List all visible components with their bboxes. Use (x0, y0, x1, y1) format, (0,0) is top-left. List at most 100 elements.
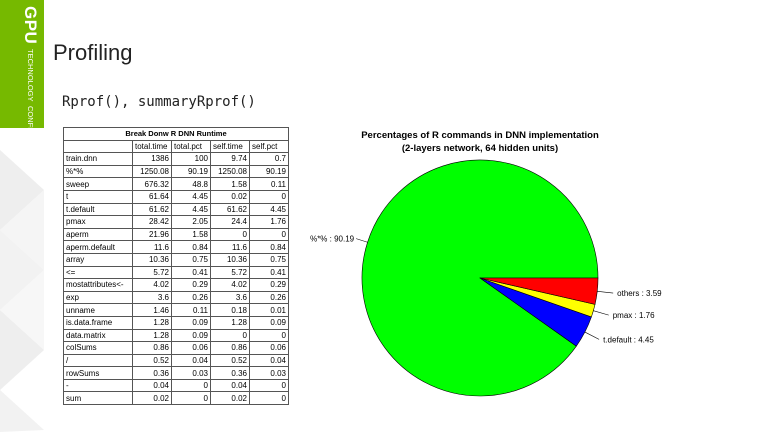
pie-chart: Percentages of R commands in DNN impleme… (310, 130, 662, 397)
value-cell: 0.75 (171, 252, 211, 267)
value-cell: 4.45 (171, 202, 211, 217)
value-cell: 0 (249, 391, 289, 406)
pie-leader-line (597, 290, 614, 294)
value-cell: 3.6 (132, 290, 172, 305)
value-cell: 0.84 (249, 240, 289, 254)
value-cell: 0.06 (249, 341, 289, 355)
row-label-cell: <= (63, 265, 133, 280)
row-label-cell: colSums (63, 341, 133, 355)
column-header: total.time (132, 139, 172, 154)
value-cell: 48.8 (171, 177, 211, 191)
value-cell: 5.72 (210, 265, 250, 280)
pie-slice (479, 277, 599, 305)
pie-labels: %*% : 90.19 t.default : 4.45 pmax : 1.76 ot… (310, 235, 662, 345)
value-cell: 0.11 (249, 177, 289, 191)
row-label-cell: train.dnn (63, 152, 133, 166)
logo-gpu-text: GPU (21, 6, 40, 45)
value-cell: 61.62 (132, 202, 172, 217)
value-cell: 1.46 (132, 303, 172, 317)
value-cell: 0.09 (171, 315, 211, 330)
table-row: unname 1.46 0.11 0.18 0.01 (63, 303, 289, 317)
chart-subtitle: (2-layers network, 64 hidden units) (402, 143, 558, 154)
table-row: <= 5.72 0.41 5.72 0.41 (63, 265, 289, 280)
row-label-cell: is.data.frame (63, 315, 133, 330)
value-cell: 1250.08 (132, 164, 172, 179)
value-cell: 0.29 (171, 278, 211, 292)
value-cell: 0.02 (132, 391, 172, 406)
logo-conference-text: CONFERENCE (26, 105, 35, 159)
value-cell: 0 (249, 189, 289, 204)
value-cell: 0.09 (171, 328, 211, 343)
row-label-cell: - (63, 378, 133, 393)
value-cell: 0.04 (132, 378, 172, 393)
value-cell: 0.02 (210, 189, 250, 204)
value-cell: 1.76 (249, 215, 289, 229)
row-label-cell: unname (63, 303, 133, 317)
value-cell: 1.58 (210, 177, 250, 191)
value-cell: 0.36 (210, 366, 250, 380)
row-label-cell: t (63, 189, 133, 204)
value-cell: 0.26 (249, 290, 289, 305)
value-cell: 0.41 (249, 265, 289, 280)
table-row: t 61.64 4.45 0.02 0 (63, 189, 289, 204)
pie-leader-line (356, 238, 368, 243)
table-caption: Break Donw R DNN Runtime (63, 127, 289, 141)
value-cell: 1.58 (171, 227, 211, 242)
value-cell: 0.41 (171, 265, 211, 280)
logo-technology-text: TECHNOLOGY (26, 48, 35, 102)
row-label-cell: %*% (63, 164, 133, 179)
table-row: sweep 676.32 48.8 1.58 0.11 (63, 177, 289, 191)
value-cell: 28.42 (132, 215, 172, 229)
value-cell: 90.19 (249, 164, 289, 179)
pie-slice-label: %*% : 90.19 (310, 235, 355, 244)
value-cell: 9.74 (210, 152, 250, 166)
table-row: is.data.frame 1.28 0.09 1.28 0.09 (63, 315, 289, 330)
row-label-cell: data.matrix (63, 328, 133, 343)
value-cell: 1.28 (132, 315, 172, 330)
table-row: exp 3.6 0.26 3.6 0.26 (63, 290, 289, 305)
value-cell: 61.62 (210, 202, 250, 217)
row-label-cell: aperm.default (63, 240, 133, 254)
row-label-cell: rowSums (63, 366, 133, 380)
row-label-cell: sum (63, 391, 133, 406)
pie-leader-line (584, 331, 600, 340)
value-cell: 0.36 (132, 366, 172, 380)
pie-slice-label: pmax : 1.76 (613, 311, 655, 320)
table-row: data.matrix 1.28 0.09 0 0 (63, 328, 289, 343)
value-cell: 0.29 (249, 278, 289, 292)
table-row: mostattributes<- 4.02 0.29 4.02 0.29 (63, 278, 289, 292)
gtc-logo-text: GPU TECHNOLOGY CONFERENCE (4, 6, 40, 158)
row-label-cell: mostattributes<- (63, 278, 133, 292)
value-cell: 0.02 (210, 391, 250, 406)
column-header: self.time (210, 139, 250, 154)
pie-slice-label: t.default : 4.45 (603, 335, 654, 344)
row-label-cell: exp (63, 290, 133, 305)
runtime-table: Break Donw R DNN Runtime total.time tota… (63, 127, 289, 406)
row-label-cell: sweep (63, 177, 133, 191)
value-cell: 0.52 (210, 353, 250, 368)
table-row: aperm 21.96 1.58 0 0 (63, 227, 289, 242)
value-cell: 11.6 (210, 240, 250, 254)
table-header-row: total.time total.pct self.time self.pct (63, 139, 289, 154)
triangle-pattern (0, 150, 44, 432)
value-cell: 1.28 (210, 315, 250, 330)
chart-title: Percentages of R commands in DNN impleme… (361, 130, 599, 141)
row-label-cell: array (63, 252, 133, 267)
column-header: self.pct (249, 139, 289, 154)
value-cell: 11.6 (132, 240, 172, 254)
value-cell: 0.18 (210, 303, 250, 317)
value-cell: 24.4 (210, 215, 250, 229)
value-cell: 0 (171, 391, 211, 406)
value-cell: 1386 (132, 152, 172, 166)
table-row: rowSums 0.36 0.03 0.36 0.03 (63, 366, 289, 380)
table-row: -0.04 0 0.04 0 (63, 378, 289, 393)
value-cell: 0.04 (249, 353, 289, 368)
table-row: train.dnn 1386 100 9.74 0.7 (63, 152, 289, 166)
value-cell: 0 (249, 328, 289, 343)
value-cell: 61.64 (132, 189, 172, 204)
value-cell: 5.72 (132, 265, 172, 280)
value-cell: 1250.08 (210, 164, 250, 179)
row-label-cell: t.default (63, 202, 133, 217)
value-cell: 0.03 (249, 366, 289, 380)
table-row: array 10.36 0.75 10.36 0.75 (63, 252, 289, 267)
